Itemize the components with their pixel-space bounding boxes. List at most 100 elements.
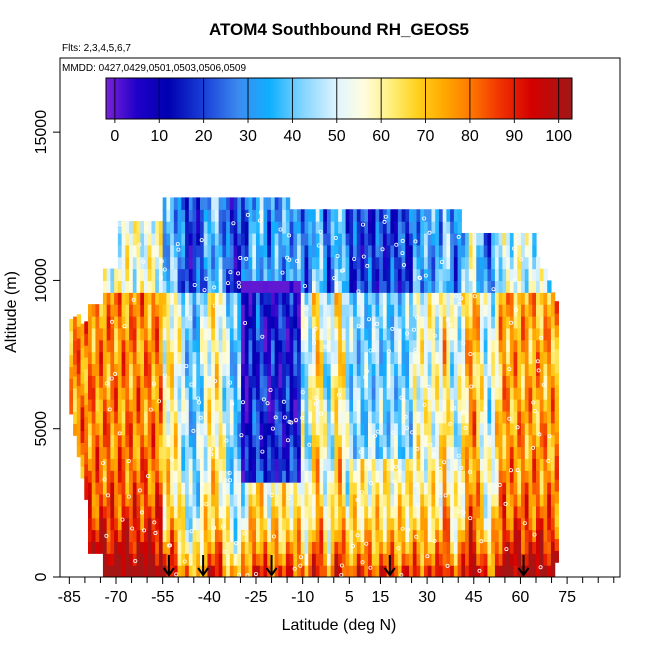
- curtain-cell: [536, 493, 541, 507]
- curtain-cell: [270, 221, 276, 234]
- curtain-cell: [390, 458, 395, 471]
- curtain-cell: [554, 526, 559, 540]
- curtain-cell: [196, 505, 201, 519]
- curtain-cell: [312, 446, 317, 459]
- curtain-cell: [468, 304, 474, 317]
- curtain-cell: [405, 399, 410, 412]
- curtain-cell: [300, 327, 306, 341]
- curtain-cell: [476, 517, 481, 531]
- curtain-cell: [468, 482, 474, 495]
- curtain-cell: [80, 335, 85, 349]
- curtain-cell: [480, 387, 485, 400]
- curtain-cell: [360, 541, 365, 554]
- curtain-cell: [424, 458, 429, 471]
- curtain-cell: [409, 493, 414, 507]
- curtain-cell: [203, 399, 209, 412]
- curtain-cell: [188, 446, 194, 459]
- curtain-cell: [326, 422, 332, 436]
- curtain-cell: [274, 565, 279, 577]
- curtain-cell: [349, 470, 354, 483]
- curtain-cell: [233, 422, 238, 436]
- curtain-cell: [170, 244, 175, 258]
- curtain-cell: [173, 375, 179, 388]
- curtain-cell: [192, 422, 197, 436]
- curtain-cell: [416, 232, 421, 246]
- curtain-cell: [513, 399, 518, 412]
- curtain-cell: [166, 375, 171, 388]
- curtain-cell: [364, 553, 369, 566]
- curtain-cell: [356, 232, 362, 246]
- curtain-cell: [498, 470, 503, 483]
- curtain-cell: [356, 399, 362, 412]
- curtain-cell: [158, 304, 164, 317]
- curtain-cell: [323, 410, 328, 424]
- curtain-cell: [218, 434, 223, 448]
- curtain-cell: [498, 541, 503, 554]
- curtain-cell: [491, 565, 496, 577]
- curtain-cell: [117, 458, 123, 471]
- curtain-cell: [438, 316, 444, 329]
- curtain-cell: [312, 304, 317, 317]
- curtain-cell: [300, 399, 306, 412]
- curtain-cell: [468, 399, 474, 412]
- curtain-cell: [140, 541, 145, 554]
- curtain-cell: [244, 410, 250, 424]
- curtain-cell: [353, 256, 358, 270]
- curtain-cell: [397, 517, 403, 531]
- curtain-cell: [334, 304, 339, 317]
- curtain-cell: [326, 292, 332, 305]
- curtain-cell: [181, 399, 186, 412]
- curtain-cell: [498, 446, 503, 459]
- observation-point: [176, 247, 181, 252]
- curtain-cell: [297, 339, 302, 353]
- curtain-cell: [334, 517, 339, 531]
- curtain-cell: [506, 327, 511, 341]
- curtain-cell: [300, 470, 306, 483]
- curtain-cell: [435, 304, 440, 317]
- curtain-cell: [345, 304, 350, 317]
- curtain-cell: [431, 553, 436, 566]
- curtain-cell: [360, 410, 365, 424]
- curtain-cell: [218, 399, 223, 412]
- curtain-cell: [532, 280, 537, 293]
- curtain-cell: [248, 209, 253, 222]
- curtain-cell: [375, 387, 380, 400]
- curtain-cell: [330, 304, 335, 317]
- observation-point: [312, 340, 317, 345]
- curtain-cell: [483, 553, 489, 566]
- curtain-cell: [420, 363, 425, 376]
- curtain-cell: [289, 244, 294, 258]
- curtain-cell: [435, 529, 440, 543]
- x-tick-label: 30: [418, 589, 436, 606]
- curtain-cell: [532, 505, 537, 519]
- curtain-cell: [129, 422, 134, 436]
- curtain-cell: [312, 221, 317, 234]
- curtain-cell: [465, 268, 470, 282]
- curtain-cell: [91, 482, 97, 495]
- curtain-cell: [543, 446, 548, 459]
- curtain-cell: [401, 553, 406, 566]
- curtain-cell: [241, 327, 246, 341]
- observation-point: [191, 428, 196, 433]
- curtain-cell: [431, 363, 436, 376]
- curtain-cell: [267, 553, 272, 566]
- curtain-cell: [222, 422, 227, 436]
- curtain-cell: [188, 209, 194, 222]
- curtain-cell: [476, 565, 481, 577]
- curtain-cell: [95, 387, 100, 400]
- curtain-cell: [424, 434, 429, 448]
- curtain-cell: [345, 399, 350, 412]
- curtain-cell: [427, 387, 433, 400]
- curtain-cell: [450, 268, 455, 282]
- curtain-cell: [386, 292, 391, 305]
- curtain-cell: [491, 351, 496, 365]
- curtain-cell: [390, 268, 395, 282]
- curtain-cell: [341, 292, 347, 305]
- curtain-cell: [326, 541, 332, 554]
- curtain-cell: [304, 221, 309, 234]
- curtain-cell: [192, 434, 197, 448]
- curtain-cell: [110, 316, 115, 329]
- curtain-cell: [256, 446, 261, 459]
- curtain-cell: [177, 209, 182, 222]
- curtain-cell: [476, 351, 481, 365]
